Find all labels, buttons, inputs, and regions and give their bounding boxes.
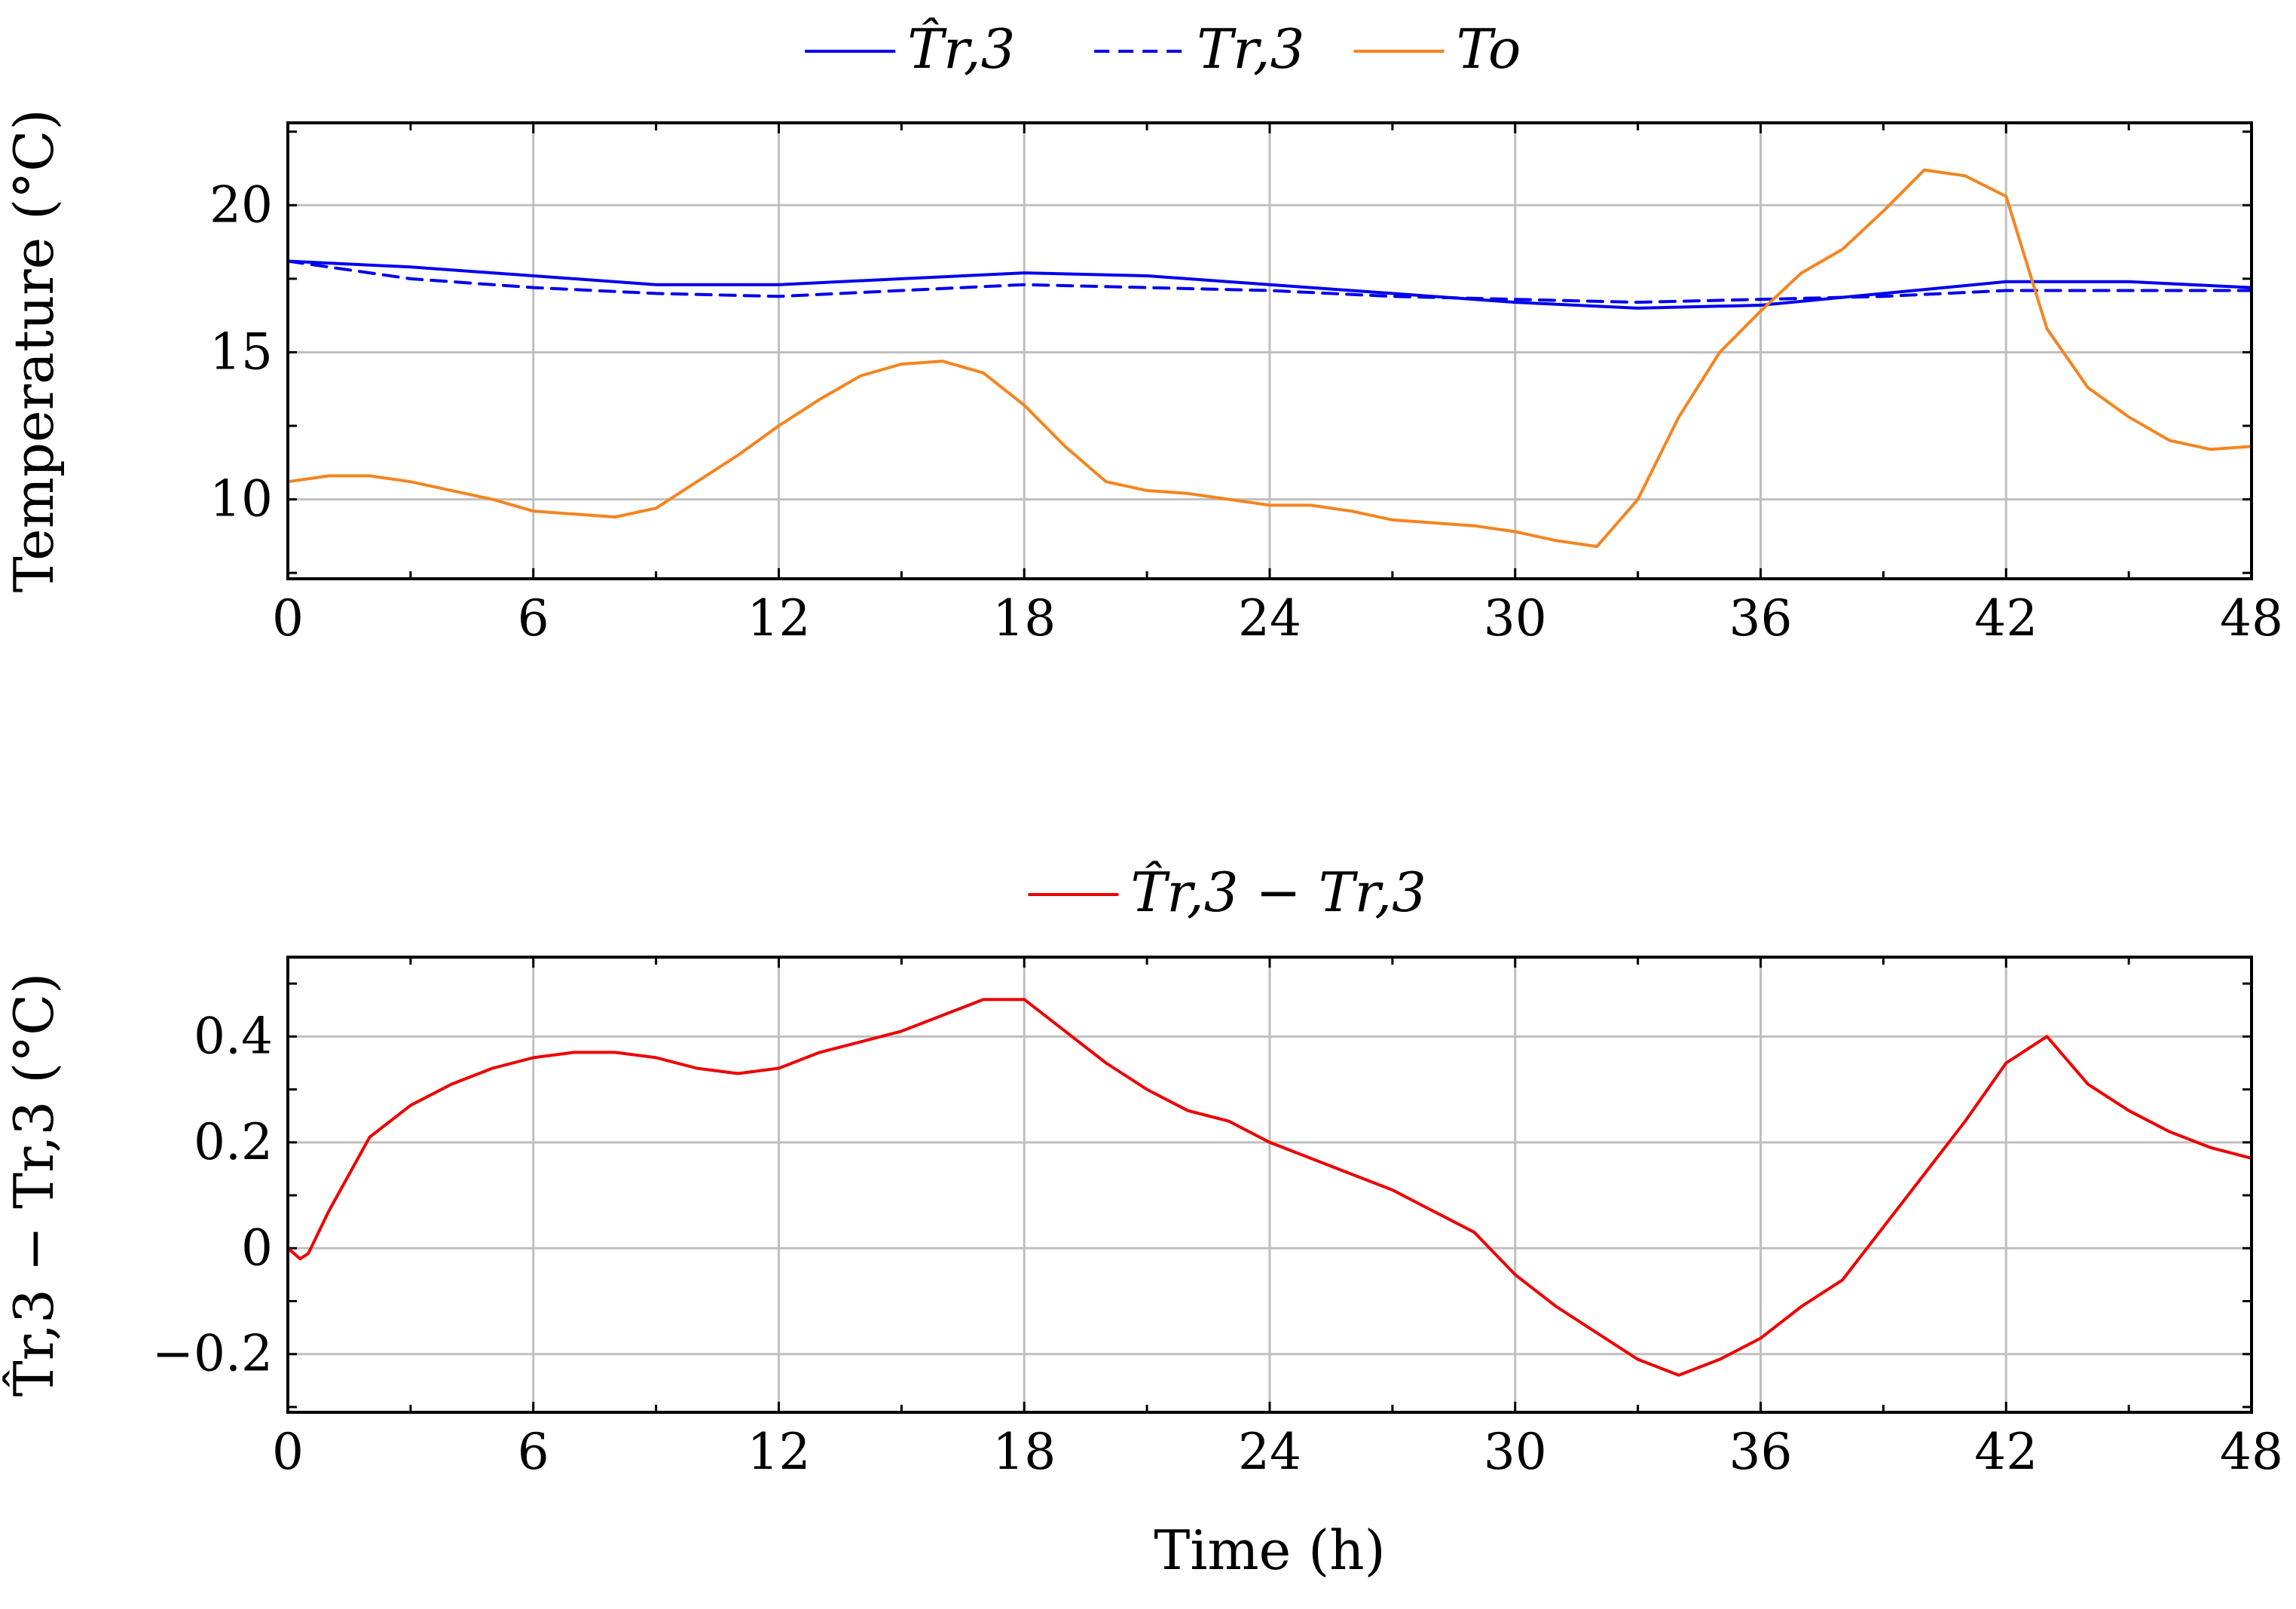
x-tick-label: 6 <box>518 1423 549 1481</box>
y-tick-label: 10 <box>209 470 273 528</box>
x-tick-label: 0 <box>272 1423 304 1481</box>
y-axis-title: Temperature (°C) <box>2 109 66 593</box>
x-tick-label: 6 <box>518 589 549 647</box>
y-axis-title: T̂r,3 − Tr,3 (°C) <box>2 973 66 1397</box>
x-tick-label: 42 <box>1974 589 2038 647</box>
y-tick-label: 0.4 <box>194 1007 273 1065</box>
series-line-1 <box>286 259 2253 310</box>
chart-panel-2: 0 6 12 18 24 30 36 42 48 −0.2 0 0.2 0.4 T̂r,3 − Tr,3 … <box>2 860 2283 1582</box>
x-tick-label: 36 <box>1729 1423 1793 1481</box>
y-tick-label: 20 <box>209 176 273 234</box>
legend-label-1: T̂r,3 − Tr,3 <box>1130 860 1426 924</box>
y-tick-label: 0 <box>241 1219 273 1277</box>
x-tick-label: 12 <box>747 589 811 647</box>
plot-frame <box>286 956 2253 1414</box>
chart-panel-1: 0 6 12 18 24 30 36 42 48 10 15 20 Temperature (°C) T̂… <box>2 17 2283 647</box>
legend: T̂r,3 − Tr,3 <box>1028 860 1426 924</box>
legend: T̂r,3 Tr,3 To <box>805 17 1521 81</box>
series-line-3 <box>286 168 2253 549</box>
x-tick-label: 48 <box>2220 589 2283 647</box>
x-tick-label: 30 <box>1484 589 1547 647</box>
x-tick-label: 18 <box>992 1423 1056 1481</box>
legend-label-3: To <box>1457 17 1521 81</box>
x-axis-title: Time (h) <box>1154 1519 1385 1582</box>
x-tick-label: 24 <box>1238 1423 1301 1481</box>
x-tick-label: 24 <box>1238 589 1301 647</box>
y-tick-label: 15 <box>209 323 273 381</box>
legend-label-1: T̂r,3 <box>907 17 1015 81</box>
series-line-2 <box>286 259 2253 304</box>
x-tick-label: 36 <box>1729 589 1793 647</box>
x-tick-label: 12 <box>747 1423 811 1481</box>
plot-frame <box>286 121 2253 580</box>
x-tick-label: 48 <box>2220 1423 2283 1481</box>
x-tick-label: 42 <box>1974 1423 2038 1481</box>
y-tick-label: −0.2 <box>152 1325 273 1383</box>
y-tick-label: 0.2 <box>194 1113 273 1171</box>
x-tick-label: 0 <box>272 589 304 647</box>
series-line-1 <box>286 998 2253 1377</box>
x-tick-label: 18 <box>992 589 1056 647</box>
legend-label-2: Tr,3 <box>1197 17 1304 81</box>
x-tick-label: 30 <box>1484 1423 1547 1481</box>
